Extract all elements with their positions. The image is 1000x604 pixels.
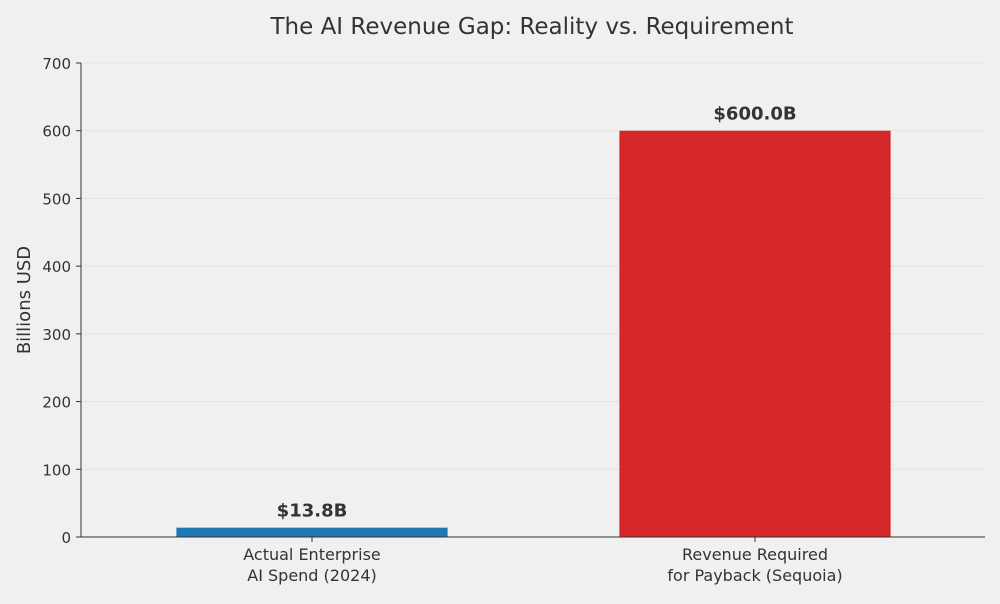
y-axis-label: Billions USD xyxy=(14,246,35,354)
bar xyxy=(176,527,448,537)
y-tick-label: 700 xyxy=(42,55,71,73)
labels: 0 100 200 300 400 500 600 700 $13.8B Actual Enter… xyxy=(42,55,842,585)
y-tick-label: 0 xyxy=(61,529,71,547)
x-category-label: for Payback (Sequoia) xyxy=(667,566,842,585)
x-category-label: Revenue Required xyxy=(682,545,828,564)
x-category-label: AI Spend (2024) xyxy=(247,566,377,585)
y-tick-label: 500 xyxy=(42,190,71,208)
chart-title: The AI Revenue Gap: Reality vs. Requirem… xyxy=(269,14,793,40)
y-tick-label: 600 xyxy=(42,123,71,141)
x-category-label: Actual Enterprise xyxy=(243,545,381,564)
y-tick-label: 200 xyxy=(42,394,71,412)
y-tick-label: 400 xyxy=(42,258,71,276)
y-tick-label: 300 xyxy=(42,326,71,344)
bar xyxy=(619,130,891,537)
bar-value-label: $600.0B xyxy=(713,104,796,125)
bars xyxy=(176,130,891,537)
axes xyxy=(76,62,985,542)
bar-value-label: $13.8B xyxy=(277,501,348,522)
y-tick-label: 100 xyxy=(42,461,71,479)
gridlines xyxy=(81,62,985,470)
